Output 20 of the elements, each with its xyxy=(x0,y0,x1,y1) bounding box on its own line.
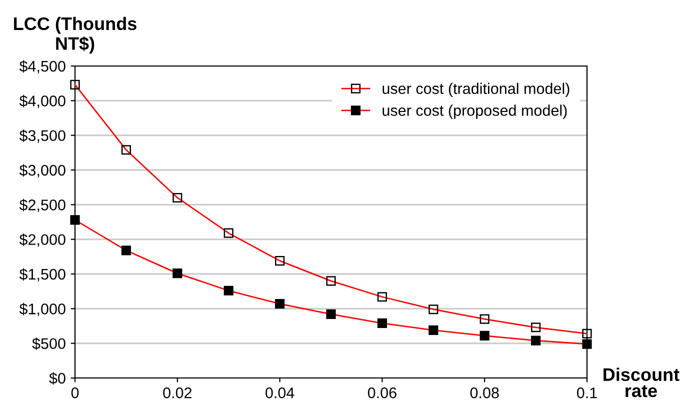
x-axis-title: Discount rate xyxy=(604,368,680,398)
y-tick-label: $3,000 xyxy=(19,164,66,178)
x-tick-label: 0.1 xyxy=(576,387,597,398)
y-tick-label: $4,000 xyxy=(19,94,66,108)
legend-label: user cost (traditional model) xyxy=(382,82,570,98)
x-tick-label: 0 xyxy=(71,387,79,398)
x-tick-label: 0.04 xyxy=(266,387,294,398)
y-axis-title: LCC (Thounds NT$) xyxy=(14,16,136,54)
y-tick-label: $4,500 xyxy=(19,60,66,74)
y-tick-label: $3,500 xyxy=(19,130,66,143)
y-tick-label: $1,000 xyxy=(19,302,66,316)
y-tick-label: $0 xyxy=(49,372,66,385)
y-tick-label: $2,500 xyxy=(19,198,66,212)
legend-label: user cost (proposed model) xyxy=(382,104,567,119)
x-tick-label: 0.06 xyxy=(368,387,396,398)
y-tick-label: $2,000 xyxy=(19,234,66,247)
x-tick-label: 0.02 xyxy=(163,387,192,398)
y-tick-label: $1,500 xyxy=(19,268,66,282)
y-tick-label: $500 xyxy=(32,338,66,350)
x-tick-label: 0.08 xyxy=(470,387,499,398)
